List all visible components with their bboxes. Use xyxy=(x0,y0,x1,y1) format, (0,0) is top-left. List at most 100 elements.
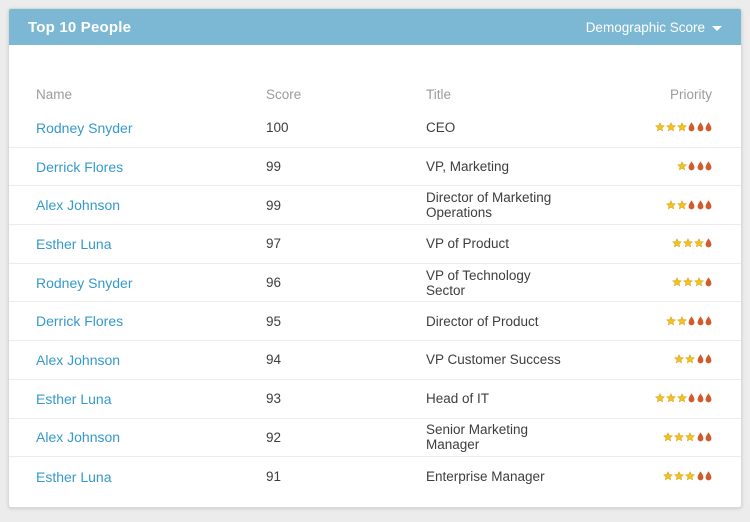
person-title: CEO xyxy=(426,120,456,136)
table-row: Esther Luna 91 Enterprise Manager xyxy=(9,457,741,496)
person-name-link[interactable]: Esther Luna xyxy=(36,390,112,407)
person-name-link[interactable]: Rodney Snyder xyxy=(36,119,133,136)
flame-icon xyxy=(697,393,703,403)
person-title: Head of IT xyxy=(426,391,490,407)
star-icon xyxy=(685,431,695,442)
table-body: Rodney Snyder 100 CEO Derrick Flores 99 … xyxy=(9,109,741,496)
person-score: 100 xyxy=(266,120,289,136)
star-icon xyxy=(682,238,693,248)
demographic-score-dropdown[interactable]: Demographic Score xyxy=(586,20,722,35)
star-icon xyxy=(674,431,684,442)
person-title: Director of Product xyxy=(426,313,539,329)
column-header-name: Name xyxy=(36,86,73,102)
flame-icon xyxy=(697,122,703,132)
table-row: Alex Johnson 92 Senior Marketing Manager xyxy=(9,419,741,458)
table-row: Rodney Snyder 100 CEO xyxy=(9,109,741,148)
flame-icon xyxy=(705,432,712,442)
priority-rating xyxy=(662,431,712,442)
star-icon xyxy=(676,122,687,132)
dropdown-label: Demographic Score xyxy=(585,19,705,35)
person-title: Director of Marketing Operations xyxy=(426,190,552,221)
person-title: VP of Product xyxy=(426,236,510,252)
star-icon xyxy=(676,161,687,171)
flame-icon xyxy=(688,200,695,210)
person-name-link[interactable]: Alex Johnson xyxy=(36,351,121,368)
star-icon xyxy=(676,199,687,210)
people-table: Name Score Title Priority Rodney Snyder … xyxy=(9,79,741,496)
person-score: 91 xyxy=(266,469,282,485)
table-row: Rodney Snyder 96 VP of Technology Sector xyxy=(9,264,741,303)
top-10-people-card: Top 10 People Demographic Score Name Sco… xyxy=(8,8,742,508)
flame-icon xyxy=(697,471,703,481)
flame-icon xyxy=(705,354,712,364)
priority-rating xyxy=(671,277,713,287)
star-icon xyxy=(665,393,676,403)
flame-icon xyxy=(705,161,712,171)
person-name-link[interactable]: Rodney Snyder xyxy=(36,274,133,291)
card-title: Top 10 People xyxy=(28,18,132,36)
flame-icon xyxy=(688,393,695,403)
person-score: 97 xyxy=(266,236,282,252)
card-header: Top 10 People Demographic Score xyxy=(9,9,741,45)
column-header-title: Title xyxy=(426,86,452,102)
star-icon xyxy=(693,277,704,287)
star-icon xyxy=(676,315,687,326)
table-row: Esther Luna 97 VP of Product xyxy=(9,225,741,264)
flame-icon xyxy=(705,316,712,326)
person-score: 96 xyxy=(266,275,282,291)
star-icon xyxy=(693,238,704,248)
priority-rating xyxy=(665,199,713,210)
person-title: Enterprise Manager xyxy=(426,469,545,485)
person-title: VP Customer Success xyxy=(426,352,561,368)
person-title: Senior Marketing Manager xyxy=(426,422,529,453)
priority-rating xyxy=(662,471,712,481)
star-icon xyxy=(665,122,676,132)
flame-icon xyxy=(697,432,703,442)
flame-icon xyxy=(688,316,695,326)
star-icon xyxy=(671,277,682,287)
column-header-score: Score xyxy=(266,86,302,102)
person-name-link[interactable]: Esther Luna xyxy=(36,235,112,252)
star-icon xyxy=(654,393,665,403)
priority-rating xyxy=(671,238,713,248)
person-name-link[interactable]: Alex Johnson xyxy=(36,429,121,446)
flame-icon xyxy=(697,161,703,171)
star-icon xyxy=(674,471,684,481)
priority-rating xyxy=(665,315,713,326)
star-icon xyxy=(685,354,695,364)
person-score: 99 xyxy=(266,197,282,213)
flame-icon xyxy=(697,316,703,326)
priority-rating xyxy=(676,161,713,171)
chevron-down-icon xyxy=(712,25,722,31)
person-score: 94 xyxy=(266,352,282,368)
flame-icon xyxy=(688,161,695,171)
star-icon xyxy=(682,277,693,287)
priority-rating xyxy=(654,122,713,132)
person-name-link[interactable]: Derrick Flores xyxy=(36,158,124,175)
person-title: VP, Marketing xyxy=(426,159,510,175)
person-name-link[interactable]: Alex Johnson xyxy=(36,197,121,214)
flame-icon xyxy=(705,471,712,481)
priority-rating xyxy=(673,354,712,364)
table-header-row: Name Score Title Priority xyxy=(9,79,741,109)
table-row: Esther Luna 93 Head of IT xyxy=(9,380,741,419)
table-row: Derrick Flores 95 Director of Product xyxy=(9,302,741,342)
person-name-link[interactable]: Esther Luna xyxy=(36,468,112,485)
person-name-link[interactable]: Derrick Flores xyxy=(36,313,124,330)
star-icon xyxy=(665,199,676,210)
star-icon xyxy=(663,431,673,442)
flame-icon xyxy=(697,200,703,210)
table-row: Derrick Flores 99 VP, Marketing xyxy=(9,148,741,187)
flame-icon xyxy=(705,200,712,210)
star-icon xyxy=(685,471,695,481)
person-score: 92 xyxy=(266,429,282,445)
star-icon xyxy=(663,471,673,481)
star-icon xyxy=(654,122,665,132)
table-row: Alex Johnson 94 VP Customer Success xyxy=(9,341,741,380)
column-header-priority: Priority xyxy=(669,86,712,102)
flame-icon xyxy=(705,277,712,287)
person-title: VP of Technology Sector xyxy=(426,267,531,298)
star-icon xyxy=(674,354,684,364)
person-score: 93 xyxy=(266,391,282,407)
flame-icon xyxy=(697,354,703,364)
